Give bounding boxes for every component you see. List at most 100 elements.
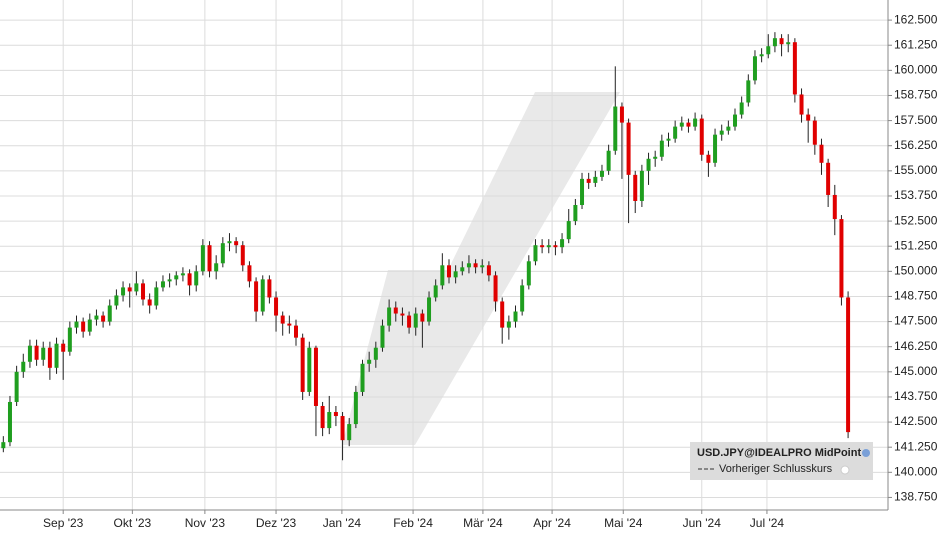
candle-body	[413, 313, 418, 328]
candle-body	[513, 311, 518, 322]
candle-body	[154, 287, 159, 306]
candle-body	[420, 313, 425, 322]
x-tick-label: Okt '23	[114, 516, 152, 530]
candles	[1, 32, 851, 461]
candle-body	[227, 241, 232, 244]
candle-body	[739, 102, 744, 115]
candle-body	[187, 273, 192, 286]
candle-body	[94, 315, 99, 320]
legend-item: Vorheriger Schlusskurs	[719, 463, 833, 475]
candle-body	[673, 126, 678, 139]
candle-body	[540, 245, 545, 248]
candle-body	[327, 412, 332, 429]
candle-body	[746, 80, 751, 103]
y-tick-label: 148.750	[894, 289, 938, 303]
candle-body	[347, 424, 352, 441]
candle-body	[387, 307, 392, 326]
candle-body	[486, 265, 491, 276]
candle-body	[772, 38, 777, 47]
x-tick-label: Nov '23	[185, 516, 226, 530]
candle-body	[659, 140, 664, 157]
candle-body	[267, 279, 272, 298]
candle-body	[367, 359, 372, 364]
x-tick-label: Mai '24	[604, 516, 643, 530]
candle-body	[699, 118, 704, 155]
candle-body	[353, 391, 358, 425]
y-tick-label: 146.250	[894, 339, 938, 353]
candle-body	[726, 126, 731, 131]
watermark-shape	[342, 92, 620, 445]
candle-body	[393, 307, 398, 314]
candle-body	[194, 271, 199, 286]
candle-body	[633, 174, 638, 201]
candle-body	[520, 285, 525, 312]
candle-body	[307, 347, 312, 392]
candle-body	[134, 283, 139, 292]
candle-body	[819, 144, 824, 163]
candle-body	[500, 301, 505, 328]
candle-body	[27, 345, 32, 362]
candle-body	[792, 42, 797, 95]
candle-body	[74, 321, 79, 328]
candle-body	[619, 106, 624, 123]
grid: 138.750 140.000 141.250 142.500 143.750 145.0…	[0, 0, 938, 530]
candle-body	[759, 54, 764, 57]
candle-body	[553, 245, 558, 248]
candle-body	[147, 299, 152, 306]
x-tick-label: Sep '23	[43, 516, 84, 530]
candle-body	[526, 261, 531, 286]
y-tick-label: 152.500	[894, 213, 938, 227]
candle-body	[686, 122, 691, 127]
candle-body	[599, 170, 604, 177]
candle-body	[41, 347, 46, 360]
candle-body	[453, 271, 458, 278]
candle-body	[832, 194, 837, 220]
candle-body	[220, 243, 225, 264]
y-tick-label: 145.000	[894, 364, 938, 378]
candle-body	[646, 158, 651, 171]
y-tick-label: 156.250	[894, 138, 938, 152]
candle-body	[67, 327, 72, 352]
candle-body	[679, 122, 684, 127]
candle-body	[433, 285, 438, 298]
candle-body	[460, 267, 465, 272]
legend-toggle[interactable]	[840, 465, 850, 475]
candle-body	[380, 325, 385, 348]
candle-body	[287, 323, 292, 326]
y-tick-label: 151.250	[894, 238, 938, 252]
candle-body	[493, 275, 498, 302]
candle-body	[101, 315, 106, 322]
candle-body	[719, 130, 724, 135]
candle-body	[294, 325, 298, 338]
y-tick-label: 155.000	[894, 163, 938, 177]
candle-body	[360, 363, 365, 392]
candle-body	[806, 114, 811, 121]
candle-body	[573, 205, 578, 222]
candle-body	[174, 275, 179, 280]
candle-body	[34, 345, 39, 360]
candle-body	[141, 283, 146, 300]
x-tick-label: Dez '23	[256, 516, 297, 530]
candle-body	[313, 347, 318, 406]
candle-body	[440, 265, 445, 286]
candle-body	[300, 337, 305, 392]
candle-body	[779, 38, 784, 45]
candle-body	[54, 343, 59, 368]
candle-body	[693, 118, 698, 127]
candle-body	[121, 287, 126, 296]
y-tick-label: 143.750	[894, 389, 938, 403]
candle-body	[87, 319, 92, 332]
y-tick-label: 157.500	[894, 113, 938, 127]
candle-body	[373, 347, 378, 360]
candle-body	[280, 315, 285, 324]
candle-body	[666, 138, 671, 141]
candle-body	[81, 321, 86, 332]
y-tick-label: 162.500	[894, 12, 938, 26]
candle-body	[546, 245, 551, 248]
y-tick-label: 141.250	[894, 439, 938, 453]
candle-body	[799, 94, 804, 115]
candle-body	[613, 106, 618, 151]
y-tick-label: 161.250	[894, 37, 938, 51]
x-tick-label: Jun '24	[683, 516, 722, 530]
